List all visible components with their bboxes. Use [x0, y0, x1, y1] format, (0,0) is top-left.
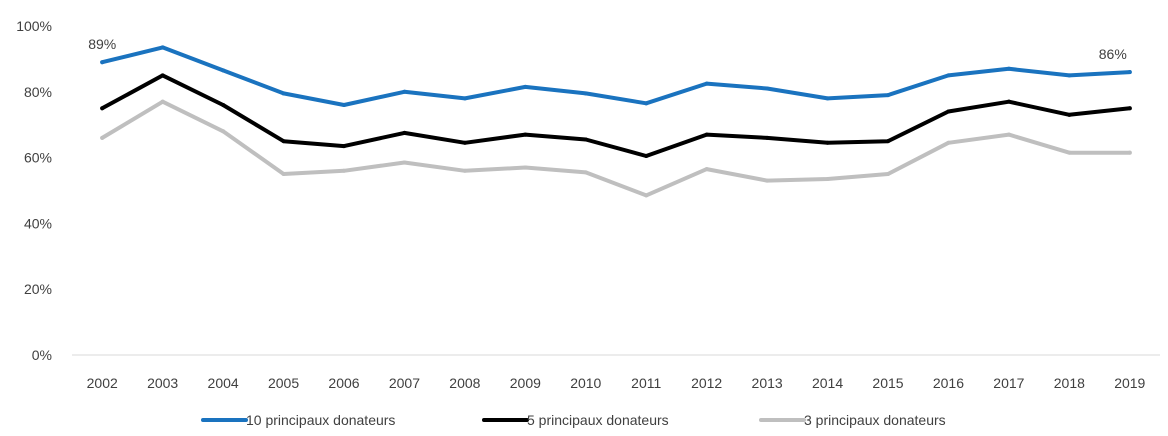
data-point [281, 172, 286, 177]
data-label: 89% [88, 36, 116, 52]
annotation-layer: 89% 86% [88, 36, 1127, 62]
data-point [704, 167, 709, 172]
data-point [704, 81, 709, 86]
x-tick-label: 2006 [328, 375, 359, 391]
data-point [946, 109, 951, 114]
data-point [462, 96, 467, 101]
y-tick-label: 80% [24, 84, 52, 100]
data-point [100, 60, 105, 65]
data-point [523, 165, 528, 170]
data-point [1127, 150, 1132, 155]
data-point [583, 91, 588, 96]
data-point [644, 101, 649, 106]
data-point [704, 132, 709, 137]
data-point [160, 45, 165, 50]
data-point [462, 140, 467, 145]
y-tick-label: 100% [16, 18, 52, 34]
data-label: 86% [1099, 46, 1127, 62]
legend-label: 10 principaux donateurs [246, 412, 395, 428]
data-point [886, 93, 890, 98]
series-layer [100, 45, 1132, 198]
data-point [946, 140, 951, 145]
data-point [221, 68, 226, 73]
data-point [644, 193, 649, 198]
data-point [281, 91, 286, 96]
x-axis: 2002 2003 2004 2005 2006 2007 2008 2009 2010 2011… [72, 354, 1160, 391]
data-point [342, 168, 346, 173]
data-point [825, 96, 830, 101]
data-point [523, 84, 528, 89]
data-point [765, 86, 770, 91]
data-point [765, 135, 770, 140]
x-tick-label: 2015 [872, 375, 903, 391]
x-tick-label: 2002 [87, 375, 118, 391]
data-point [1067, 150, 1072, 155]
x-tick-label: 2009 [510, 375, 541, 391]
series-line-2 [100, 99, 1132, 198]
x-tick-label: 2012 [691, 375, 722, 391]
legend-label: 3 principaux donateurs [804, 412, 946, 428]
data-point [160, 73, 165, 78]
data-point [1006, 66, 1011, 71]
data-point [1006, 99, 1011, 104]
x-tick-label: 2016 [933, 375, 964, 391]
x-tick-label: 2003 [147, 375, 178, 391]
data-point [1127, 70, 1132, 75]
y-tick-label: 0% [32, 347, 52, 363]
data-point [221, 102, 226, 107]
data-point [1067, 112, 1072, 117]
x-tick-label: 2014 [812, 375, 843, 391]
data-point [1006, 132, 1011, 137]
x-tick-label: 2017 [993, 375, 1024, 391]
series-line-1 [100, 73, 1132, 158]
data-point [1127, 106, 1132, 111]
x-tick-label: 2005 [268, 375, 299, 391]
x-tick-label: 2007 [389, 375, 420, 391]
y-tick-label: 60% [24, 150, 52, 166]
data-point [160, 99, 165, 104]
data-point [886, 172, 890, 177]
y-tick-label: 20% [24, 281, 52, 297]
data-point [281, 139, 286, 144]
x-tick-label: 2019 [1114, 375, 1145, 391]
data-point [644, 153, 649, 158]
data-point [523, 132, 528, 137]
x-tick-label: 2010 [570, 375, 601, 391]
x-tick-label: 2013 [752, 375, 783, 391]
data-point [342, 102, 346, 107]
data-point [100, 135, 105, 140]
data-point [462, 168, 467, 173]
data-point [583, 170, 588, 175]
x-tick-label: 2018 [1054, 375, 1085, 391]
y-tick-label: 40% [24, 215, 52, 231]
legend: 10 principaux donateurs 5 principaux dona… [201, 412, 946, 428]
data-point [825, 140, 830, 145]
data-point [402, 130, 407, 135]
data-point [886, 139, 890, 144]
data-point [100, 106, 105, 111]
series-line-0 [100, 45, 1132, 107]
data-point [342, 144, 346, 149]
x-tick-label: 2008 [449, 375, 480, 391]
x-tick-label: 2004 [208, 375, 239, 391]
x-tick-label: 2011 [631, 375, 661, 391]
data-point [946, 73, 951, 78]
data-point [402, 89, 407, 94]
data-point [1067, 73, 1072, 78]
data-point [221, 129, 226, 134]
y-axis: 0% 20% 40% 60% 80% 100% [16, 18, 52, 363]
data-point [402, 160, 407, 165]
data-point [825, 176, 830, 181]
legend-label: 5 principaux donateurs [527, 412, 669, 428]
data-point [765, 178, 770, 183]
data-point [583, 137, 588, 142]
